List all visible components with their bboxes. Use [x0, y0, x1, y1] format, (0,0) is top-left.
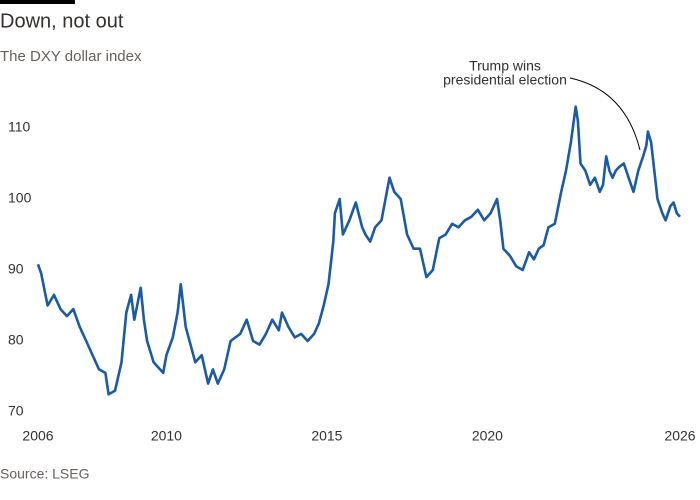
data-line: [36, 105, 681, 396]
y-tick-label: 80: [8, 332, 24, 348]
annotation-text: presidential election: [443, 72, 567, 88]
x-tick-label: 2015: [311, 428, 342, 444]
x-tick-label: 2006: [22, 428, 53, 444]
chart-title: Down, not out: [0, 10, 124, 32]
annotation-text: Trump wins: [469, 58, 541, 74]
annotation-arrow: [569, 77, 641, 151]
y-tick-label: 70: [8, 403, 24, 419]
brand-bar: [0, 0, 75, 4]
x-tick-label: 2010: [151, 428, 182, 444]
x-tick-label: 2020: [472, 428, 503, 444]
chart-subtitle: The DXY dollar index: [0, 48, 142, 65]
y-tick-label: 110: [8, 119, 31, 135]
y-tick-label: 90: [8, 261, 24, 277]
y-tick-label: 100: [8, 190, 32, 206]
source: Source: LSEG: [0, 466, 90, 482]
x-tick-label: 2026: [664, 428, 695, 444]
